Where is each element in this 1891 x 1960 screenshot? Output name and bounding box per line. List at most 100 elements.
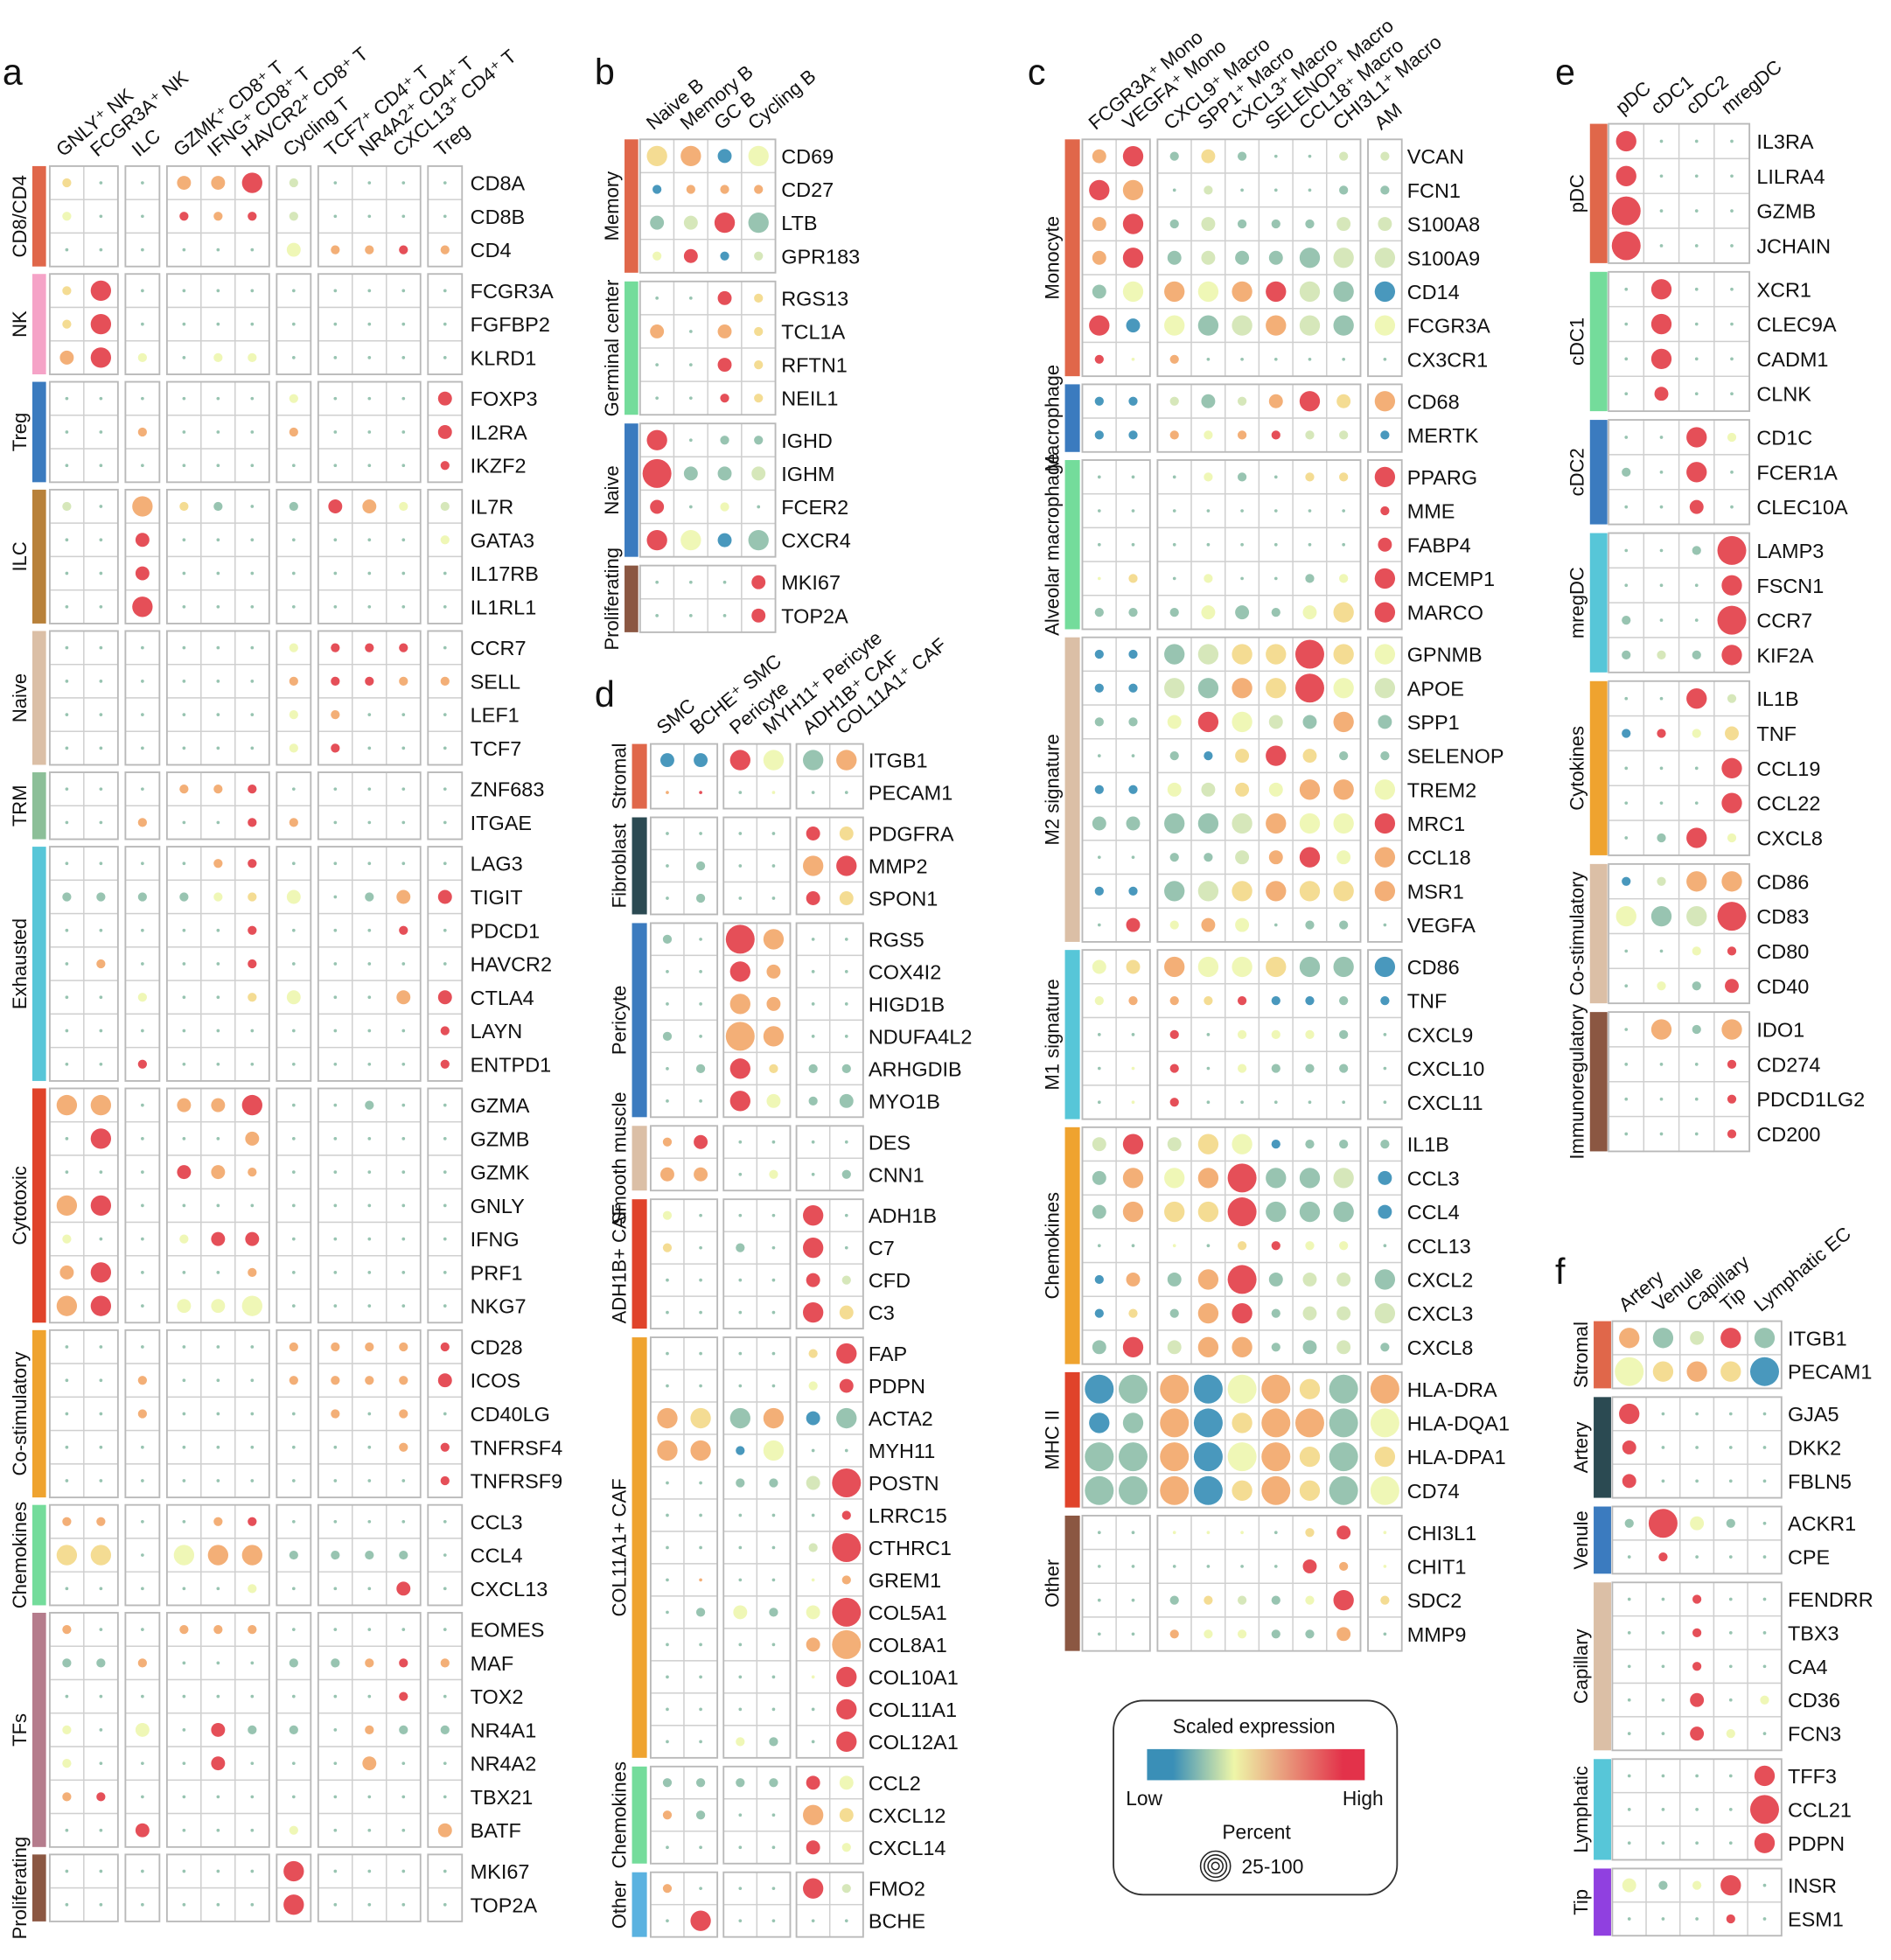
expression-dot: [839, 1378, 854, 1393]
expression-dot: [832, 1629, 862, 1659]
expression-dot: [1237, 1064, 1247, 1073]
expression-dot: [216, 1345, 220, 1349]
expression-dot: [1624, 322, 1629, 326]
expression-dot: [1206, 1244, 1211, 1248]
expression-dot: [650, 324, 665, 338]
expression-dot: [1627, 1698, 1631, 1702]
expression-dot: [836, 1731, 857, 1753]
expression-dot: [333, 464, 338, 468]
expression-dot: [806, 891, 820, 905]
gene-label: TNF: [1407, 990, 1448, 1013]
gene-row: CCL19: [1608, 750, 1820, 786]
group-label: Treg: [9, 413, 31, 451]
gene-label: CADM1: [1756, 348, 1828, 371]
expression-dot: [722, 580, 727, 584]
gene-row: NR4A1: [49, 1712, 536, 1747]
expression-dot: [1097, 1531, 1101, 1535]
expression-dot: [62, 1759, 72, 1768]
gene-label: SPON1: [869, 888, 939, 910]
expression-dot: [1692, 1662, 1702, 1671]
expression-dot: [1659, 548, 1664, 553]
expression-dot: [213, 785, 223, 794]
gene-row: ESM1: [1611, 1901, 1844, 1936]
group-box: [124, 380, 161, 484]
expression-dot: [333, 1761, 338, 1766]
expression-dot: [1762, 1917, 1767, 1921]
expression-dot: [811, 791, 815, 794]
expression-dot: [806, 1475, 820, 1490]
expression-dot: [757, 505, 761, 509]
expression-dot: [289, 427, 298, 437]
gene-row: RFTN1: [639, 347, 848, 382]
group-box: [1156, 1371, 1362, 1509]
expression-dot: [811, 1740, 815, 1744]
expression-dot: [65, 1412, 69, 1416]
expression-dot: [440, 1026, 450, 1036]
gene-label: TREM2: [1407, 778, 1477, 801]
expression-dot: [1374, 281, 1396, 303]
gene-label: IL1B: [1756, 687, 1798, 710]
expression-dot: [367, 571, 372, 575]
group-box: [1608, 419, 1751, 526]
expression-dot: [754, 185, 764, 194]
row-group: VCANFCN1S100A8S100A9CD14FCGR3ACX3CR1Mono…: [1041, 138, 1490, 378]
expression-dot: [839, 1808, 854, 1823]
expression-dot: [699, 1099, 702, 1103]
gene-row: NDUFA4L2: [650, 1019, 972, 1054]
group-box: [649, 1198, 719, 1330]
expression-dot: [396, 889, 411, 904]
expression-dot: [1266, 315, 1287, 336]
expression-dot: [1305, 996, 1315, 1006]
group-box: [165, 630, 270, 766]
cell: [1326, 1160, 1362, 1196]
expression-dot: [1658, 1552, 1668, 1562]
expression-dot: [738, 1845, 743, 1850]
expression-dot: [808, 1096, 818, 1106]
expression-dot: [1721, 645, 1742, 666]
expression-dot: [182, 1062, 186, 1066]
expression-dot: [836, 855, 857, 876]
expression-dot: [771, 1578, 776, 1582]
expression-dot: [1232, 281, 1253, 303]
expression-dot: [1374, 315, 1396, 336]
expression-dot: [1197, 678, 1219, 699]
gene-row: GPR183: [639, 238, 860, 274]
expression-dot: [1694, 209, 1699, 213]
expression-dot: [1659, 696, 1664, 701]
cell: [741, 205, 777, 241]
gene-row: IL1RL1: [49, 589, 536, 624]
expression-dot: [736, 1737, 745, 1747]
expression-dot: [1097, 923, 1101, 927]
expression-dot: [1169, 1629, 1179, 1639]
gene-row: FAP: [650, 1336, 907, 1371]
panel-letter: a: [3, 52, 23, 93]
expression-dot: [1169, 354, 1179, 364]
expression-dot: [748, 145, 769, 167]
panel-letter: c: [1028, 52, 1046, 93]
expression-dot: [1172, 1565, 1176, 1568]
gene-row: VCAN: [1081, 138, 1464, 174]
gene-row: KLRD1: [49, 340, 536, 375]
gene-row: MKI67: [49, 1853, 529, 1889]
expression-dot: [179, 785, 189, 794]
expression-dot: [1661, 1664, 1665, 1669]
expression-dot: [65, 645, 69, 650]
gene-label: PDCD1LG2: [1756, 1088, 1865, 1111]
expression-dot: [666, 1545, 669, 1550]
group-label: Memory: [601, 171, 623, 241]
expression-dot: [443, 1237, 447, 1241]
expression-dot: [736, 1778, 745, 1788]
group-box: [649, 1765, 719, 1865]
gene-label: CD86: [1756, 870, 1809, 893]
expression-dot: [1659, 949, 1664, 953]
expression-dot: [1197, 956, 1219, 978]
expression-dot: [331, 1376, 340, 1385]
gene-label: LTB: [781, 212, 817, 234]
expression-dot: [62, 319, 72, 329]
expression-dot: [283, 1894, 304, 1915]
expression-dot: [211, 1098, 226, 1113]
